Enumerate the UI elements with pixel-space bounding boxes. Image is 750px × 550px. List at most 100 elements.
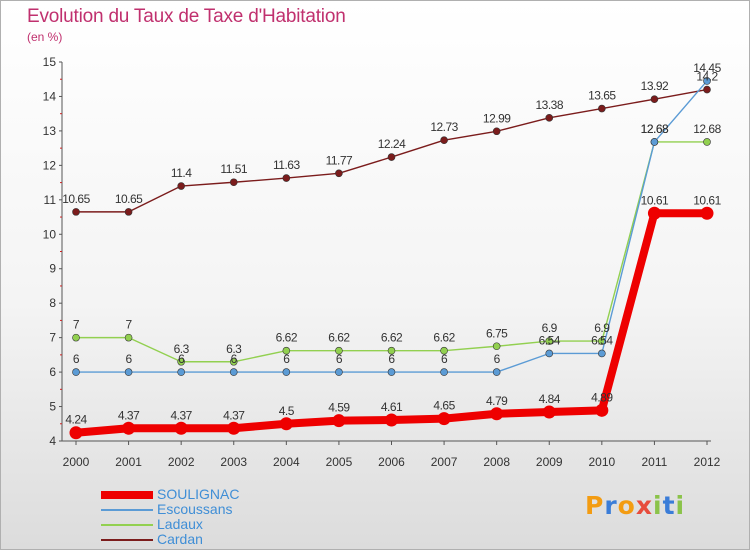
data-label: 6.9 (594, 321, 610, 335)
proxiti-logo: Proxiti (585, 491, 685, 520)
data-label: 6.3 (226, 342, 242, 356)
chart-title: Evolution du Taux de Taxe d'Habitation (27, 6, 346, 27)
data-point (385, 413, 398, 427)
y-tick-label: 4 (49, 434, 56, 448)
data-point (650, 138, 659, 146)
data-point (332, 414, 346, 428)
data-label: 6.54 (591, 333, 613, 347)
data-label: 6.62 (433, 331, 455, 345)
data-point (703, 138, 711, 146)
data-label: 6 (494, 352, 501, 366)
data-label: 13.65 (588, 89, 616, 103)
data-label: 6.54 (539, 333, 561, 347)
x-tick-label: 2010 (588, 455, 615, 469)
data-point (335, 368, 343, 376)
data-label: 6.75 (486, 326, 508, 340)
data-point (703, 77, 711, 85)
data-point (177, 357, 185, 366)
data-point (492, 368, 501, 376)
data-point (124, 368, 133, 376)
data-label: 4.5 (279, 404, 295, 418)
data-label: 12.68 (641, 122, 669, 136)
data-label: 6.3 (174, 342, 190, 356)
data-label: 12.73 (430, 120, 458, 134)
data-point (387, 153, 396, 161)
data-point (492, 127, 501, 136)
data-point (700, 206, 714, 220)
data-point (703, 85, 711, 94)
data-point (545, 337, 554, 345)
data-point (440, 136, 448, 145)
legend-swatch-soulignac (101, 491, 153, 499)
data-label: 10.61 (693, 193, 721, 207)
data-point (440, 346, 448, 355)
data-point (335, 169, 343, 178)
data-point (490, 407, 504, 421)
legend-swatch-cardan (101, 539, 153, 541)
legend-label: Ladaux (157, 516, 203, 532)
data-point (650, 95, 659, 104)
data-label: 4.61 (381, 400, 403, 414)
logo-letter: o (617, 491, 636, 520)
data-point (69, 426, 83, 440)
data-label: 4.89 (591, 390, 613, 404)
data-point (229, 368, 238, 376)
x-tick-label: 2001 (115, 455, 142, 469)
data-label: 4.65 (433, 399, 455, 413)
data-point (598, 349, 606, 358)
data-point (647, 206, 661, 220)
data-label: 12.99 (483, 111, 511, 125)
x-tick-label: 2000 (63, 455, 90, 469)
legend-swatch-ladaux (101, 524, 153, 526)
data-label: 14.2 (696, 70, 718, 84)
data-label: 10.61 (641, 193, 669, 207)
data-point (177, 368, 185, 376)
chart-subtitle: (en %) (27, 30, 63, 44)
data-label: 4.37 (118, 408, 140, 422)
y-tick-label: 6 (49, 365, 56, 379)
y-tick-label: 12 (43, 158, 57, 172)
data-point (437, 412, 451, 426)
y-tick-label: 14 (43, 89, 57, 103)
data-point (387, 346, 396, 355)
x-tick-label: 2009 (536, 455, 563, 469)
data-point (229, 178, 238, 187)
data-label: 7 (73, 318, 80, 332)
data-label: 12.68 (693, 122, 721, 136)
y-tick-label: 15 (43, 55, 57, 69)
legend-swatch-escoussans (101, 509, 153, 511)
data-label: 6.62 (276, 331, 298, 345)
logo-letter: t (662, 491, 676, 520)
x-tick-label: 2005 (326, 455, 353, 469)
y-tick-label: 8 (49, 296, 56, 310)
y-tick-label: 7 (49, 331, 56, 345)
data-label: 6 (388, 352, 395, 366)
logo-letter: r (604, 491, 618, 520)
x-tick-label: 2007 (431, 455, 458, 469)
data-label: 4.24 (65, 413, 87, 427)
data-label: 4.79 (486, 394, 508, 408)
data-point (545, 349, 554, 358)
data-label: 6 (73, 352, 80, 366)
data-point (279, 417, 293, 431)
data-label: 4.84 (539, 392, 561, 406)
data-label: 13.92 (641, 79, 669, 93)
data-point (282, 368, 291, 376)
data-point (124, 333, 133, 342)
data-label: 11.77 (326, 153, 353, 167)
data-label: 4.37 (170, 408, 192, 422)
data-point (124, 208, 133, 216)
data-point (72, 333, 80, 342)
legend-label: Cardan (157, 531, 203, 547)
x-tick-label: 2003 (220, 455, 247, 469)
x-tick-label: 2004 (273, 455, 300, 469)
data-label: 10.65 (115, 192, 143, 206)
data-label: 13.38 (535, 98, 563, 112)
x-tick-label: 2006 (378, 455, 405, 469)
data-label: 6.62 (328, 331, 350, 345)
data-label: 6.62 (381, 331, 403, 345)
data-point (492, 342, 501, 351)
data-point (227, 421, 241, 435)
data-point (229, 357, 238, 366)
